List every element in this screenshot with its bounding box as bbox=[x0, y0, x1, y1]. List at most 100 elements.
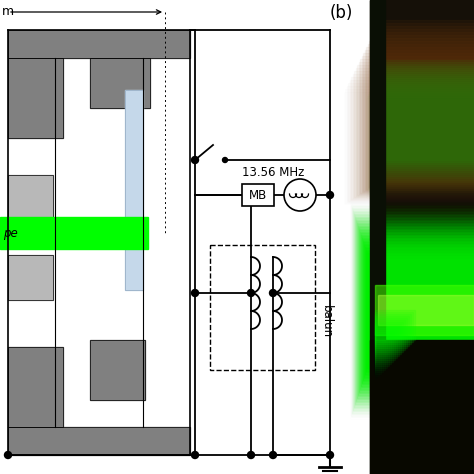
Bar bbox=[90, 58, 150, 108]
Bar bbox=[125, 90, 143, 290]
Circle shape bbox=[247, 290, 255, 297]
Bar bbox=[348, 83, 474, 201]
Bar bbox=[365, 50, 474, 190]
Bar bbox=[370, 41, 474, 187]
Bar bbox=[90, 58, 150, 108]
Bar bbox=[351, 203, 474, 417]
Bar bbox=[364, 242, 474, 378]
Bar bbox=[367, 253, 474, 367]
Bar bbox=[368, 255, 474, 365]
Bar bbox=[379, 23, 474, 181]
Text: 13.56 MHz: 13.56 MHz bbox=[242, 166, 304, 179]
Bar bbox=[369, 257, 474, 363]
Bar bbox=[375, 348, 377, 378]
Bar bbox=[361, 59, 474, 193]
Bar bbox=[364, 53, 474, 191]
Bar bbox=[359, 62, 474, 194]
Bar bbox=[370, 258, 474, 362]
Bar bbox=[375, 342, 383, 372]
Circle shape bbox=[4, 452, 11, 458]
Bar bbox=[366, 249, 474, 371]
Bar bbox=[365, 245, 474, 375]
Bar bbox=[378, 74, 474, 174]
Bar bbox=[357, 65, 474, 195]
Bar bbox=[380, 20, 474, 180]
Bar bbox=[370, 0, 474, 240]
Bar bbox=[381, 68, 474, 168]
Circle shape bbox=[284, 179, 316, 211]
Bar bbox=[125, 90, 143, 290]
Bar bbox=[357, 221, 474, 399]
Bar bbox=[8, 255, 53, 300]
Bar bbox=[375, 314, 411, 344]
Bar bbox=[363, 239, 474, 381]
Bar bbox=[360, 230, 474, 390]
Bar bbox=[373, 35, 474, 185]
Bar bbox=[0, 0, 370, 474]
Bar bbox=[353, 209, 474, 411]
Bar bbox=[357, 222, 474, 398]
Bar bbox=[370, 90, 474, 190]
Bar bbox=[385, 60, 474, 160]
Bar bbox=[361, 231, 474, 389]
Bar bbox=[355, 71, 474, 197]
Bar bbox=[210, 245, 315, 370]
Bar bbox=[373, 84, 474, 184]
Bar bbox=[368, 44, 474, 188]
Bar bbox=[375, 318, 407, 348]
Bar bbox=[375, 330, 395, 360]
Bar bbox=[375, 328, 397, 358]
Bar bbox=[375, 340, 385, 370]
Bar bbox=[375, 310, 415, 340]
Bar bbox=[382, 66, 474, 166]
Bar bbox=[383, 64, 474, 164]
Bar bbox=[371, 38, 474, 186]
Bar bbox=[366, 47, 474, 189]
Bar bbox=[375, 336, 389, 366]
Bar bbox=[367, 96, 474, 196]
Bar bbox=[8, 427, 190, 455]
Bar bbox=[346, 89, 474, 203]
Bar bbox=[366, 98, 474, 198]
Bar bbox=[362, 236, 474, 384]
Bar bbox=[374, 32, 474, 184]
Circle shape bbox=[191, 156, 199, 164]
Bar bbox=[361, 233, 474, 387]
Bar bbox=[372, 86, 474, 186]
Bar bbox=[8, 347, 63, 427]
Bar bbox=[376, 78, 474, 178]
Bar bbox=[8, 255, 53, 300]
Bar bbox=[356, 68, 474, 196]
Bar bbox=[90, 340, 145, 400]
Circle shape bbox=[222, 157, 228, 163]
Bar bbox=[370, 0, 385, 474]
Bar bbox=[8, 30, 190, 58]
Bar bbox=[356, 217, 474, 403]
Bar bbox=[352, 204, 474, 416]
Bar bbox=[359, 227, 474, 393]
Bar bbox=[347, 86, 474, 202]
Bar bbox=[8, 30, 190, 58]
Circle shape bbox=[270, 290, 276, 297]
Bar bbox=[0, 217, 148, 249]
Bar bbox=[8, 175, 53, 220]
Bar bbox=[352, 206, 474, 414]
Bar bbox=[355, 215, 474, 405]
Bar bbox=[363, 237, 474, 383]
Bar bbox=[377, 76, 474, 176]
Bar bbox=[354, 212, 474, 408]
Bar bbox=[8, 58, 63, 138]
Bar bbox=[375, 316, 409, 346]
Bar bbox=[90, 340, 145, 400]
Bar bbox=[367, 251, 474, 369]
Bar bbox=[375, 344, 381, 374]
Bar bbox=[8, 347, 63, 427]
Bar bbox=[353, 74, 474, 198]
Bar bbox=[365, 244, 474, 376]
Bar bbox=[366, 248, 474, 372]
Bar bbox=[370, 340, 474, 474]
Bar bbox=[375, 332, 393, 362]
Bar bbox=[380, 70, 474, 170]
Circle shape bbox=[327, 191, 334, 199]
Bar bbox=[377, 26, 474, 182]
